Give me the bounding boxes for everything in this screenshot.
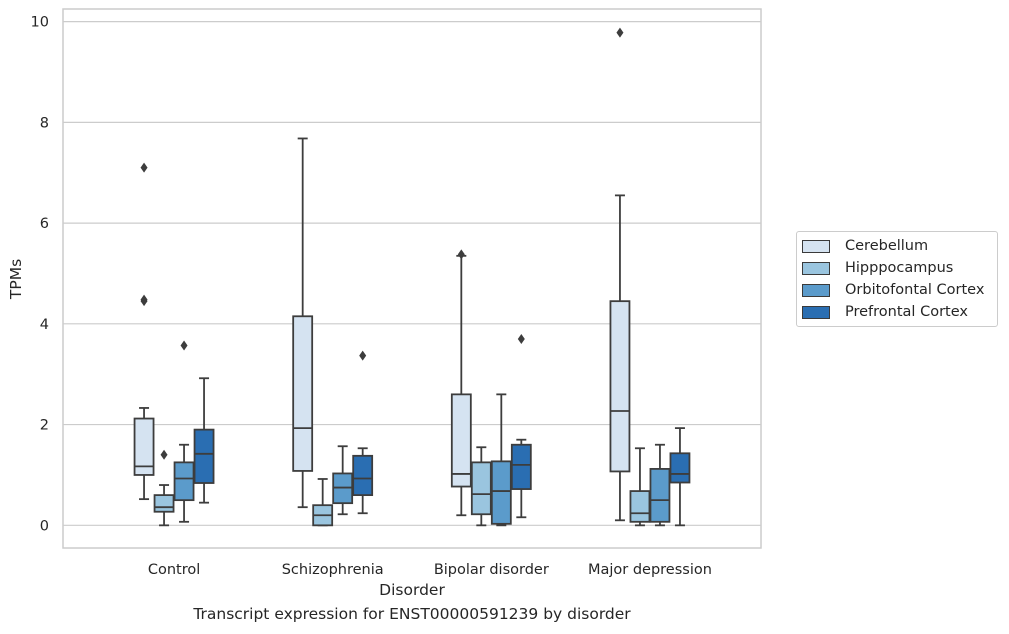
x-tick-label-control: Control xyxy=(148,562,200,578)
box-major-depression-cerebellum xyxy=(609,27,631,522)
box-iqr xyxy=(669,452,691,484)
box-schizophrenia-prefrontal-cortex xyxy=(352,350,374,515)
legend-swatch-orbitofrontal xyxy=(802,283,830,297)
box-iqr xyxy=(133,417,155,476)
legend-label-hippocampus: Hipppocampus xyxy=(845,260,954,276)
outlier-point xyxy=(457,249,465,260)
legend-swatch-prefrontal xyxy=(802,305,830,319)
y-tick-label-4: 4 xyxy=(40,317,49,333)
y-axis-label: TPMs xyxy=(7,259,25,300)
x-tick-label-schizophrenia: Schizophrenia xyxy=(282,562,384,578)
box-iqr xyxy=(352,454,374,497)
y-tick-label-2: 2 xyxy=(40,418,49,434)
outlier-point xyxy=(140,294,148,305)
outlier-point xyxy=(160,449,168,460)
x-axis-label: Disorder xyxy=(379,581,445,599)
outlier-point xyxy=(180,340,188,351)
box-bipolar-disorder-prefrontal-cortex xyxy=(510,333,532,519)
plot-frame xyxy=(62,8,762,549)
legend-swatch-cerebellum xyxy=(802,239,830,253)
box-major-depression-orbitofontal-cortex xyxy=(649,443,671,527)
box-major-depression-hipppocampus xyxy=(629,447,651,527)
box-iqr xyxy=(649,468,671,523)
box-bipolar-disorder-orbitofontal-cortex xyxy=(490,393,512,527)
box-control-cerebellum xyxy=(133,162,155,501)
box-series xyxy=(133,27,691,527)
chart-caption: Transcript expression for ENST0000059123… xyxy=(193,605,631,623)
box-iqr xyxy=(490,460,512,525)
outlier-point xyxy=(517,333,525,344)
box-iqr xyxy=(470,461,492,516)
box-iqr xyxy=(193,428,215,484)
box-iqr xyxy=(153,494,175,513)
y-tick-label-0: 0 xyxy=(40,518,49,534)
legend-label-orbitofrontal: Orbitofontal Cortex xyxy=(845,282,985,298)
outlier-point xyxy=(140,162,148,173)
legend-label-cerebellum: Cerebellum xyxy=(845,238,929,254)
grid-lines xyxy=(63,20,761,526)
box-schizophrenia-orbitofontal-cortex xyxy=(332,445,354,516)
box-control-orbitofontal-cortex xyxy=(173,340,195,523)
box-iqr xyxy=(292,315,314,472)
legend-item-orbitofrontal: Orbitofontal Cortex xyxy=(802,279,984,301)
x-tick-labels: Control Schizophrenia Bipolar disorder Majo… xyxy=(148,562,712,578)
box-bipolar-disorder-hipppocampus xyxy=(470,446,492,527)
legend-swatch-hippocampus xyxy=(802,261,830,275)
y-tick-labels: 0 2 4 6 8 10 xyxy=(31,15,49,535)
legend-label-prefrontal: Prefrontal Cortex xyxy=(845,304,968,320)
legend-item-hippocampus: Hipppocampus xyxy=(802,257,953,279)
box-schizophrenia-cerebellum xyxy=(292,137,314,509)
box-iqr xyxy=(609,300,631,473)
box-iqr xyxy=(510,443,532,490)
y-tick-label-6: 6 xyxy=(40,216,49,232)
y-tick-label-8: 8 xyxy=(40,115,49,131)
box-iqr xyxy=(450,393,472,488)
box-iqr xyxy=(173,461,195,502)
box-control-prefrontal-cortex xyxy=(193,377,215,504)
legend: Cerebellum Hipppocampus Orbitofontal Cor… xyxy=(796,231,998,327)
box-bipolar-disorder-cerebellum xyxy=(450,249,472,517)
legend-item-prefrontal: Prefrontal Cortex xyxy=(802,301,968,323)
box-iqr xyxy=(629,490,651,523)
box-control-hipppocampus xyxy=(153,449,175,527)
outlier-point xyxy=(359,350,367,361)
box-major-depression-prefrontal-cortex xyxy=(669,427,691,527)
y-tick-label-10: 10 xyxy=(31,15,49,31)
x-tick-label-major-depression: Major depression xyxy=(588,562,712,578)
x-tick-label-bipolar-disorder: Bipolar disorder xyxy=(434,562,549,578)
outlier-point xyxy=(616,27,624,38)
legend-item-cerebellum: Cerebellum xyxy=(802,235,928,257)
box-schizophrenia-hipppocampus xyxy=(312,478,334,527)
